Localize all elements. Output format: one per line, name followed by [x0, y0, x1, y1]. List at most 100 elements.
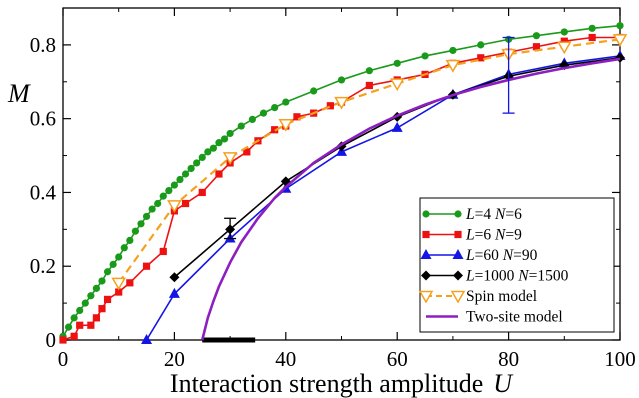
data-point — [98, 305, 106, 313]
data-point — [560, 28, 568, 36]
legend-entry: Two-site model — [426, 309, 563, 326]
data-point — [391, 121, 403, 132]
data-point — [215, 139, 223, 147]
x-tick-label: 60 — [387, 347, 408, 371]
legend-label: L=1000 N=1500 — [465, 268, 569, 285]
data-point — [87, 321, 95, 329]
data-point — [477, 41, 485, 49]
x-tick-label: 0 — [58, 347, 69, 371]
data-point — [170, 181, 178, 189]
data-point — [187, 164, 195, 173]
legend-marker — [418, 290, 434, 304]
data-point — [326, 102, 334, 110]
data-point — [334, 96, 349, 110]
data-point — [120, 244, 128, 252]
data-point — [142, 212, 151, 221]
series-line — [117, 38, 621, 284]
data-point — [278, 118, 294, 132]
data-point — [159, 192, 167, 200]
data-point — [616, 22, 624, 30]
data-point — [421, 52, 429, 60]
legend-marker — [422, 230, 430, 239]
axis-ticks — [62, 7, 621, 341]
data-point — [243, 148, 251, 156]
data-point — [389, 78, 405, 92]
legend-label: Spin model — [466, 288, 537, 305]
data-point — [59, 336, 67, 344]
data-point — [271, 104, 279, 112]
data-point — [126, 236, 134, 244]
x-axis-label: Interaction strength amplitude U — [170, 369, 514, 398]
data-point — [588, 24, 596, 32]
data-point — [237, 122, 245, 130]
data-point — [365, 81, 373, 90]
data-point — [131, 227, 140, 235]
legend-label: L=4 N=6 — [465, 206, 522, 223]
data-point — [154, 199, 162, 208]
data-point — [109, 260, 117, 268]
legend-label: L=60 N=90 — [465, 247, 538, 264]
data-point — [87, 292, 95, 300]
legend-entry: L=60 N=90 — [420, 247, 538, 264]
series-4 — [111, 34, 628, 291]
y-tick-label: 0.6 — [30, 107, 56, 131]
data-point — [103, 295, 112, 304]
data-point — [176, 175, 184, 184]
data-point — [193, 159, 201, 167]
data-point — [142, 262, 151, 270]
data-point — [310, 87, 318, 95]
data-point — [532, 32, 541, 40]
legend-marker — [454, 210, 462, 218]
data-point — [64, 323, 73, 331]
y-axis-label: M — [7, 79, 31, 108]
data-point — [159, 247, 167, 256]
data-point — [137, 220, 145, 228]
legend: L=4 N=6 L=6 N=9 L=60 N=90 L=1000 N=1500 Spin… — [418, 197, 615, 333]
y-tick-label: 0.8 — [30, 33, 56, 57]
data-point — [337, 76, 346, 84]
data-point — [111, 277, 126, 291]
y-tick-label: 0.4 — [30, 180, 57, 204]
legend-marker — [450, 290, 466, 304]
x-tick-label: 80 — [498, 347, 519, 371]
data-point — [76, 306, 84, 315]
legend-marker — [421, 270, 431, 281]
x-tick-labels: 0 20 40 60 80 100 — [58, 347, 636, 371]
data-point — [168, 287, 180, 298]
data-point — [449, 46, 457, 55]
x-axis-label-text: Interaction strength amplitude — [170, 369, 483, 398]
data-point — [588, 33, 596, 42]
data-point — [115, 288, 123, 296]
y-tick-label: 0.2 — [30, 254, 56, 278]
series-0 — [59, 22, 624, 340]
data-point — [165, 187, 173, 195]
data-point — [445, 59, 461, 73]
data-point — [148, 205, 156, 213]
data-point — [282, 98, 290, 106]
x-tick-label: 20 — [164, 347, 185, 371]
data-point — [198, 153, 206, 161]
data-point — [393, 59, 401, 67]
series-line — [145, 55, 621, 341]
data-point — [532, 43, 541, 51]
data-point — [92, 314, 101, 322]
legend-label: Two-site model — [466, 309, 563, 326]
data-point — [169, 272, 180, 283]
legend-box — [419, 197, 615, 333]
series-5 — [200, 57, 621, 341]
legend-entry: Spin model — [418, 288, 537, 305]
data-point — [126, 279, 134, 287]
legend-entry: L=4 N=6 — [422, 206, 522, 223]
data-point — [81, 299, 89, 307]
legend-marker — [420, 249, 432, 259]
data-point — [70, 314, 78, 322]
data-point — [115, 253, 123, 261]
y-tick-label: 0 — [46, 328, 57, 352]
x-tick-label: 40 — [275, 347, 296, 371]
legend-entry: L=6 N=9 — [422, 227, 522, 244]
data-point — [560, 37, 568, 45]
data-point — [209, 144, 217, 152]
data-point — [557, 41, 572, 55]
legend-marker — [454, 230, 462, 239]
